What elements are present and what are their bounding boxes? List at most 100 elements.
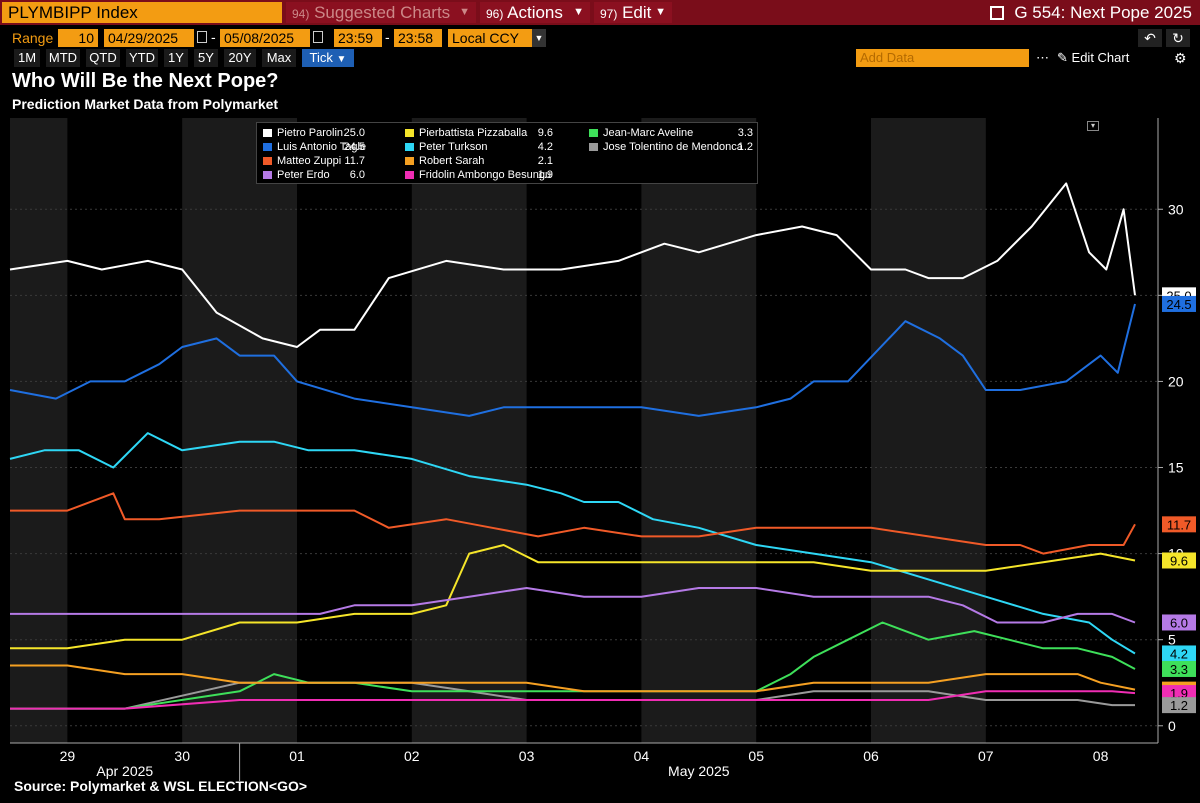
tab-1y[interactable]: 1Y — [164, 49, 188, 67]
pencil-icon: ✎ — [1057, 50, 1068, 65]
series-line — [9, 182, 1136, 348]
date-separator: - — [211, 29, 216, 45]
legend-value: 6.0 — [349, 169, 365, 181]
tab-ytd[interactable]: YTD — [126, 49, 158, 67]
time-separator: - — [385, 29, 390, 45]
more-options-icon[interactable]: ⋯ — [1036, 50, 1049, 65]
chevron-down-icon: ▼ — [573, 6, 584, 18]
end-time-field[interactable]: 23:58 — [394, 29, 442, 47]
currency-select[interactable]: Local CCY ▼ — [448, 29, 546, 47]
x-tick-label: 03 — [519, 748, 535, 764]
popout-icon[interactable] — [990, 6, 1005, 20]
y-tick-label: 0 — [1168, 718, 1176, 734]
day-band — [871, 118, 986, 743]
suggested-charts-num: 94) — [292, 7, 310, 21]
tab-mtd[interactable]: MTD — [46, 49, 80, 67]
edit-button[interactable]: 97) Edit ▼ — [594, 2, 672, 23]
chart-id-title[interactable]: G 554: Next Pope 2025 — [990, 2, 1192, 23]
day-band — [10, 118, 68, 743]
x-group-label: May 2025 — [668, 763, 730, 779]
legend-swatch — [263, 129, 272, 137]
legend-item[interactable]: Luis Antonio Tagle 24.5 — [263, 140, 366, 154]
range-row: Range 10 04/29/2025 - 05/08/2025 23:59 -… — [0, 27, 1200, 49]
add-data-input[interactable]: Add Data — [856, 49, 1029, 67]
x-tick-label: 06 — [863, 748, 879, 764]
value-badge — [1162, 295, 1196, 312]
legend-item[interactable]: Pierbattista Pizzaballa 9.6 — [405, 126, 553, 140]
actions-label: Actions — [507, 3, 563, 22]
value-badge — [1162, 614, 1196, 631]
end-date-field[interactable]: 05/08/2025 — [220, 29, 310, 47]
value-badge — [1162, 645, 1196, 662]
x-tick-label: 04 — [634, 748, 650, 764]
legend-item[interactable]: Jean-Marc Aveline 3.3 — [589, 126, 753, 140]
series-line — [10, 664, 1136, 693]
legend-value: 9.6 — [537, 127, 553, 139]
legend-value: 4.2 — [537, 141, 553, 153]
y-tick-label: 15 — [1168, 460, 1184, 476]
legend-item[interactable]: Jose Tolentino de Mendonca 1.2 — [589, 140, 753, 154]
legend-name: Peter Turkson — [419, 141, 488, 153]
legend-swatch — [263, 157, 272, 165]
legend-item[interactable]: Matteo Zuppi 11.7 — [263, 154, 365, 168]
calendar-icon[interactable] — [197, 31, 207, 43]
series-line — [10, 544, 1136, 650]
legend-value: 3.3 — [737, 127, 753, 139]
refresh-icon[interactable]: ↻ — [1166, 29, 1190, 47]
legend-value: 25.0 — [343, 127, 365, 139]
calendar-icon[interactable] — [313, 31, 323, 43]
value-badge — [1162, 660, 1196, 677]
legend-value: 1.9 — [537, 169, 553, 181]
tab-qtd[interactable]: QTD — [86, 49, 120, 67]
day-band — [182, 118, 297, 743]
series-line — [10, 690, 1136, 710]
legend-name: Matteo Zuppi — [277, 155, 342, 167]
tab-max[interactable]: Max — [262, 49, 296, 67]
value-badge-label: 9.6 — [1170, 553, 1188, 568]
edit-chart-label: Edit Chart — [1071, 50, 1130, 65]
legend-item[interactable]: Robert Sarah 2.1 — [405, 154, 553, 168]
tab-20y[interactable]: 20Y — [224, 49, 256, 67]
range-value-field[interactable]: 10 — [58, 29, 98, 47]
x-tick-label: 30 — [174, 748, 190, 764]
legend-item[interactable]: Peter Turkson 4.2 — [405, 140, 553, 154]
chart-legend: Pietro Parolin 25.0 Luis Antonio Tagle 24.5… — [256, 122, 758, 184]
start-time-field[interactable]: 23:59 — [334, 29, 382, 47]
undo-icon[interactable]: ↶ — [1138, 29, 1162, 47]
edit-chart-button[interactable]: ✎ Edit Chart — [1057, 49, 1129, 67]
ticker-field[interactable]: PLYMBIPP Index — [2, 2, 282, 23]
tab-tick[interactable]: Tick ▼ — [302, 49, 354, 67]
legend-name: Robert Sarah — [419, 155, 485, 167]
value-badge-label: 6.0 — [1170, 615, 1188, 630]
tab-5y[interactable]: 5Y — [194, 49, 218, 67]
value-badge-label: 24.5 — [1166, 297, 1191, 312]
series-line — [10, 587, 1136, 624]
actions-num: 96) — [486, 7, 504, 21]
legend-name: Jose Tolentino de Mendonca — [603, 141, 743, 153]
x-tick-label: 29 — [60, 748, 76, 764]
value-badge-label: 4.2 — [1170, 646, 1188, 661]
period-tabs: 1M MTD QTD YTD 1Y 5Y 20Y Max Tick ▼ — [0, 49, 1200, 67]
legend-item[interactable]: Pietro Parolin 25.0 — [263, 126, 365, 140]
value-badge — [1162, 552, 1196, 569]
suggested-charts-button[interactable]: 94) Suggested Charts ▼ — [286, 2, 476, 23]
legend-item[interactable]: Peter Erdo 6.0 — [263, 168, 365, 182]
value-badge — [1162, 685, 1196, 702]
legend-value: 2.1 — [537, 155, 553, 167]
actions-button[interactable]: 96) Actions ▼ — [480, 2, 590, 23]
chevron-down-icon: ▼ — [336, 54, 347, 65]
x-tick-label: 01 — [289, 748, 305, 764]
legend-swatch — [589, 143, 598, 151]
range-label: Range — [12, 30, 54, 46]
chevron-down-icon: ▼ — [532, 29, 546, 47]
edit-label: Edit — [622, 3, 652, 22]
legend-item[interactable]: Fridolin Ambongo Besungu 1.9 — [405, 168, 553, 182]
start-date-field[interactable]: 04/29/2025 — [104, 29, 194, 47]
legend-collapse-icon[interactable]: ▾ — [1087, 121, 1099, 131]
legend-swatch — [405, 171, 414, 179]
source-note: Source: Polymarket & WSL ELECTION<GO> — [14, 778, 308, 794]
tab-1m[interactable]: 1M — [14, 49, 40, 67]
x-tick-label: 05 — [748, 748, 764, 764]
settings-icon[interactable]: ⚙ — [1174, 50, 1187, 66]
